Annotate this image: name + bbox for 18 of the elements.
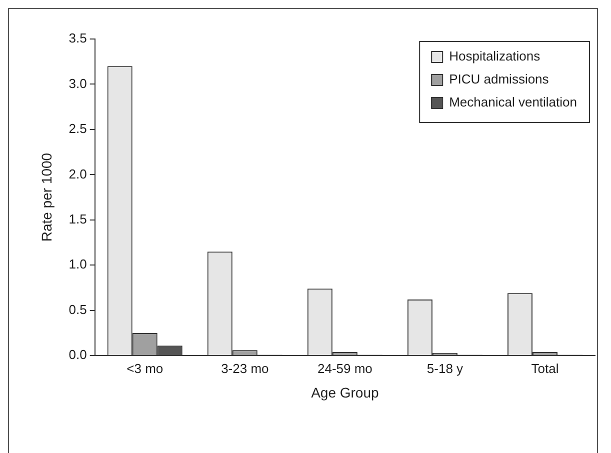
y-tick-label: 0.0 xyxy=(68,347,87,362)
x-axis-title: Age Group xyxy=(311,384,379,400)
x-tick-label: 24-59 mo xyxy=(317,360,372,376)
legend-label: Hospitalizations xyxy=(449,48,541,64)
x-tick-label: 3-23 mo xyxy=(221,360,269,376)
y-tick-label: 3.5 xyxy=(68,30,87,46)
x-tick-label: Total xyxy=(531,360,559,376)
x-tick-label: 5-18 y xyxy=(426,360,464,376)
y-tick-label: 1.0 xyxy=(68,256,87,272)
y-tick-label: 2.5 xyxy=(68,121,87,136)
legend-label: PICU admissions xyxy=(449,72,550,87)
y-axis-title: Rate per 1000 xyxy=(38,152,54,242)
legend-label: Mechanical ventilation xyxy=(449,94,577,110)
x-tick-label: <3 mo xyxy=(126,360,164,376)
y-tick-label: 3.0 xyxy=(68,76,87,91)
y-tick-label: 1.5 xyxy=(68,211,87,226)
y-tick-label: 2.0 xyxy=(68,166,87,182)
y-tick-label: 0.5 xyxy=(68,302,87,317)
